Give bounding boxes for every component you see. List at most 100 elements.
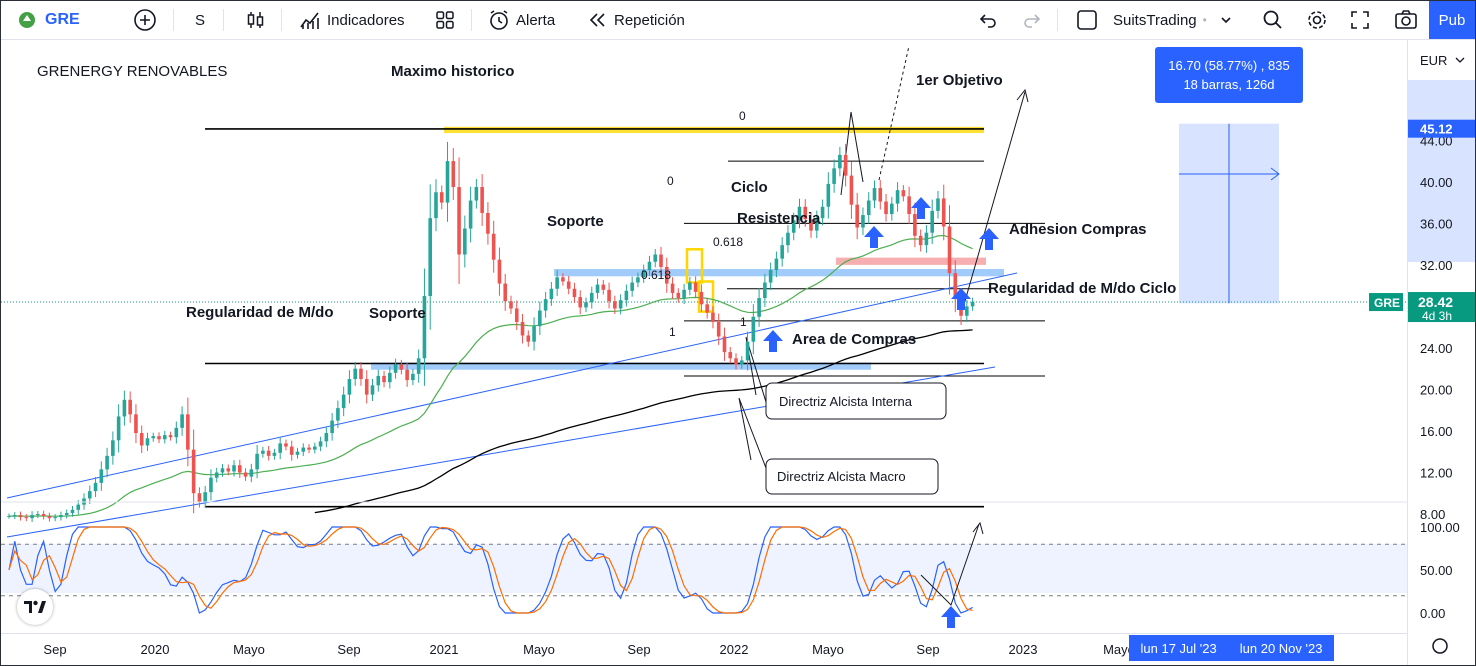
- alert-button[interactable]: Alerta: [487, 1, 555, 39]
- redo-button[interactable]: [1021, 1, 1043, 39]
- candle-body: [59, 515, 63, 518]
- candle-body: [699, 291, 704, 305]
- candle-body: [786, 232, 790, 246]
- candle-body: [370, 385, 375, 395]
- osc-tick: 0.00: [1420, 606, 1445, 621]
- settings-button[interactable]: [1305, 1, 1329, 39]
- layout-name-button[interactable]: SuitsTrading •: [1075, 1, 1233, 39]
- candle-body: [180, 414, 184, 428]
- candle-body: [791, 220, 796, 233]
- publish-label: Pub: [1438, 11, 1466, 29]
- fullscreen-button[interactable]: [1349, 1, 1371, 39]
- candles-icon: [247, 12, 264, 28]
- price-scale[interactable]: EUR44.0040.0036.0032.0028.0024.0020.0016…: [1407, 40, 1475, 665]
- candle-body: [359, 368, 363, 380]
- candle-body: [197, 493, 202, 502]
- chevron-down-icon: [1221, 17, 1231, 24]
- candle-body: [122, 399, 127, 417]
- layouts-button[interactable]: [434, 1, 456, 39]
- callout-text-interna: Directriz Alcista Interna: [779, 394, 913, 409]
- interval-button[interactable]: S: [195, 1, 205, 39]
- candle-body: [70, 509, 75, 513]
- candle-body: [768, 270, 773, 283]
- candle-body: [451, 161, 456, 188]
- candle-body: [670, 283, 675, 293]
- last-price: 28.42: [1418, 294, 1453, 310]
- candle-body: [318, 441, 323, 447]
- candle-body: [757, 298, 761, 317]
- target-arrow-head: [1016, 88, 1029, 103]
- replay-label: Repetición: [614, 11, 685, 29]
- candle-body: [416, 358, 421, 374]
- candle-body: [924, 232, 929, 246]
- ema-slow-line: [314, 329, 973, 514]
- candle-body: [930, 210, 934, 233]
- candle-body: [376, 375, 381, 386]
- chart-title: GRENERGY RENOVABLES: [37, 63, 227, 80]
- indicators-button[interactable]: Indicadores: [299, 1, 405, 39]
- candle-body: [307, 447, 311, 450]
- price-tick: 40.00: [1420, 175, 1453, 190]
- candle-body: [139, 433, 144, 446]
- candle-body: [884, 201, 888, 215]
- candle-body: [653, 254, 658, 262]
- chart-canvas[interactable]: Maximo historico 1er Objetivo Ciclo Soporte…: [1, 40, 1407, 633]
- alarm-clock-icon: [490, 10, 508, 30]
- buy-arrow-icon: [864, 226, 884, 248]
- undo-button[interactable]: [977, 1, 999, 39]
- candle-body: [220, 468, 225, 473]
- candle-body: [53, 517, 57, 519]
- measure-line-1: 16.70 (58.77%) , 835: [1168, 58, 1290, 73]
- candle-body: [693, 282, 698, 292]
- top-toolbar: GRE S Indicadores Alerta Repetición: [1, 1, 1475, 40]
- buy-arrow-icon: [951, 288, 971, 310]
- candle-body: [168, 435, 173, 438]
- measure-arrow: [1270, 167, 1280, 181]
- price-tick: 24.00: [1420, 341, 1453, 356]
- search-button[interactable]: [1261, 1, 1285, 39]
- candle-body: [855, 204, 859, 228]
- divider: [1057, 9, 1058, 31]
- candle-body: [849, 175, 854, 205]
- support-band-upper: [554, 269, 1004, 277]
- callout-box-interna: [765, 382, 947, 420]
- osc-arrow-line: [920, 523, 980, 606]
- rewind-icon: [589, 13, 605, 27]
- price-tick: 20.00: [1420, 382, 1453, 397]
- currency-chevron-icon: [1455, 57, 1465, 63]
- tradingview-logo-icon[interactable]: [17, 589, 53, 625]
- buy-arrow-icon: [979, 228, 999, 250]
- candle-body: [832, 168, 836, 184]
- compare-button[interactable]: [133, 1, 157, 39]
- fib-label: 1: [740, 315, 747, 329]
- symbol-label: GRE: [45, 11, 80, 28]
- candle-body: [965, 306, 969, 316]
- candle-body: [809, 219, 813, 231]
- candle-body: [538, 310, 542, 327]
- candle-body: [826, 183, 831, 207]
- layout-name: SuitsTrading: [1113, 11, 1197, 29]
- symbol-search[interactable]: GRE: [17, 1, 80, 39]
- scale-range-highlight: [1408, 80, 1475, 262]
- replay-button[interactable]: Repetición: [587, 1, 685, 39]
- annotation-label: Soporte: [547, 213, 604, 230]
- publish-button[interactable]: Pub: [1429, 1, 1475, 39]
- candle-body: [774, 258, 779, 271]
- logo-icon: [19, 12, 35, 28]
- snapshot-button[interactable]: [1393, 1, 1419, 39]
- candle-body: [134, 414, 138, 434]
- measure-tooltip: 16.70 (58.77%) , 835 18 barras, 126d: [1155, 47, 1303, 103]
- time-tick: 2021: [430, 642, 459, 657]
- candle-body: [618, 300, 623, 309]
- buy-arrow-icon: [911, 197, 931, 219]
- time-tick: Sep: [337, 642, 360, 657]
- candle-body: [87, 491, 92, 499]
- annotations: Maximo historico 1er Objetivo Ciclo Soporte…: [186, 63, 1403, 628]
- candle-body: [393, 364, 398, 373]
- candle-body: [301, 447, 306, 452]
- measure-line-2: 18 barras, 126d: [1183, 77, 1275, 92]
- chart-type-button[interactable]: [245, 1, 267, 39]
- candle-body: [664, 266, 669, 284]
- candle-body: [722, 336, 727, 353]
- undo-icon: [979, 14, 996, 28]
